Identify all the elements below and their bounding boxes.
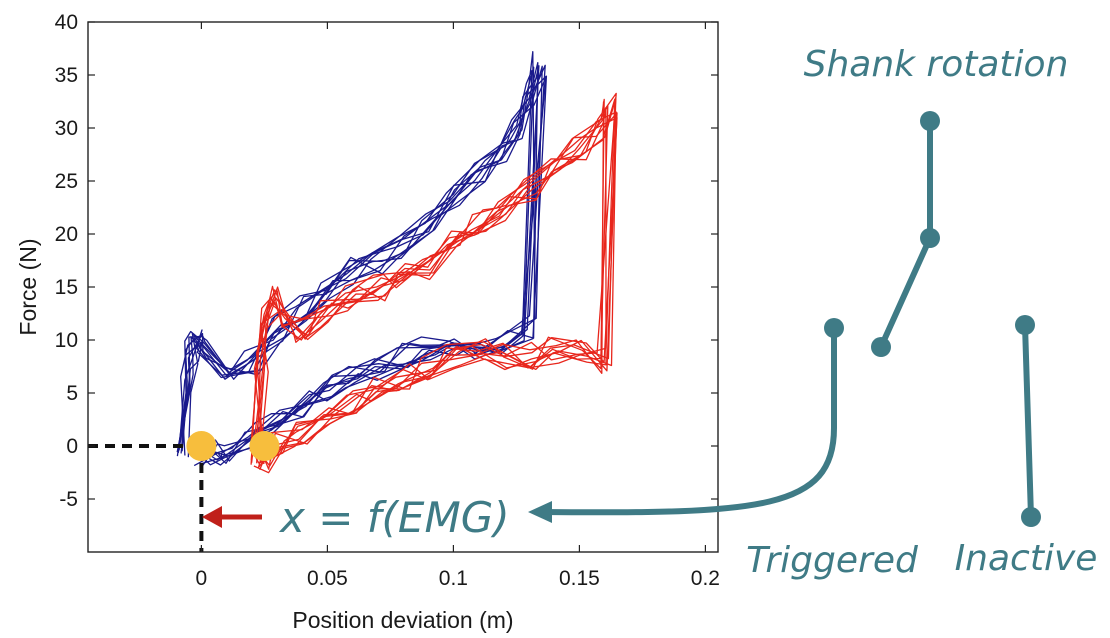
y-tick-label: 20 (55, 223, 78, 246)
red-trials-trace (254, 92, 617, 461)
link-lower (878, 235, 933, 350)
plot-background (88, 22, 718, 552)
y-tick-label: 35 (55, 64, 78, 87)
x-tick-label: 0.05 (307, 567, 348, 590)
y-tick-label: -5 (59, 488, 78, 511)
guides-layer (88, 444, 204, 552)
x-tick-label: 0 (196, 567, 208, 590)
y-tick-label: 0 (66, 435, 78, 458)
blue-trials-trace (181, 75, 548, 462)
joint-triggered (824, 318, 844, 338)
x-ticks: 0 0.05 0.1 0.15 0.2 (196, 22, 720, 590)
shift-arrow (202, 506, 262, 528)
y-tick-label: 25 (55, 170, 78, 193)
diagram-joints (824, 111, 1041, 527)
shank-rotation-label: Shank rotation (804, 44, 1069, 85)
y-tick-label: 30 (55, 117, 78, 140)
formula-label: x = f(EMG) (278, 493, 510, 542)
x-tick-label: 0.2 (691, 567, 720, 590)
emg-arrowhead (528, 501, 552, 523)
link-triggered (537, 325, 837, 516)
blue-trials-trace (176, 65, 543, 466)
red-trials-trace (250, 105, 609, 470)
inactive-label: Inactive (955, 538, 1098, 579)
y-axis-label: Force (N) (15, 238, 41, 335)
link-inactive (1022, 322, 1034, 520)
y-tick-label: 10 (55, 329, 78, 352)
red-trials-trace (251, 111, 617, 467)
y-tick-label: 5 (66, 382, 78, 405)
red-start-marker (249, 431, 280, 461)
joint-foot (871, 337, 891, 357)
joint-knee (920, 228, 940, 248)
blue-trials-trace (180, 65, 540, 465)
triggered-label: Triggered (746, 540, 919, 581)
x-tick-label: 0.1 (439, 567, 468, 590)
x-tick-label: 0.15 (559, 567, 600, 590)
red-trials-trace (253, 97, 617, 474)
markers-layer (186, 431, 280, 461)
y-tick-label: 15 (55, 276, 78, 299)
blue-trials-trace (178, 61, 539, 467)
y-tick-label: 40 (55, 11, 78, 34)
series-layer (176, 51, 618, 474)
blue-trials-trace (180, 75, 547, 466)
y-ticks: -5 0 5 10 15 20 25 30 35 40 (55, 11, 718, 511)
blue-trials-trace (177, 66, 535, 469)
joint-inactive-top (1015, 315, 1035, 335)
blue-start-marker (186, 431, 217, 461)
x-axis-label: Position deviation (m) (292, 607, 513, 633)
joint-inactive-bottom (1021, 507, 1041, 527)
shank-diagram (537, 118, 1034, 520)
red-trials-trace (250, 98, 616, 463)
joint-top (920, 111, 940, 131)
